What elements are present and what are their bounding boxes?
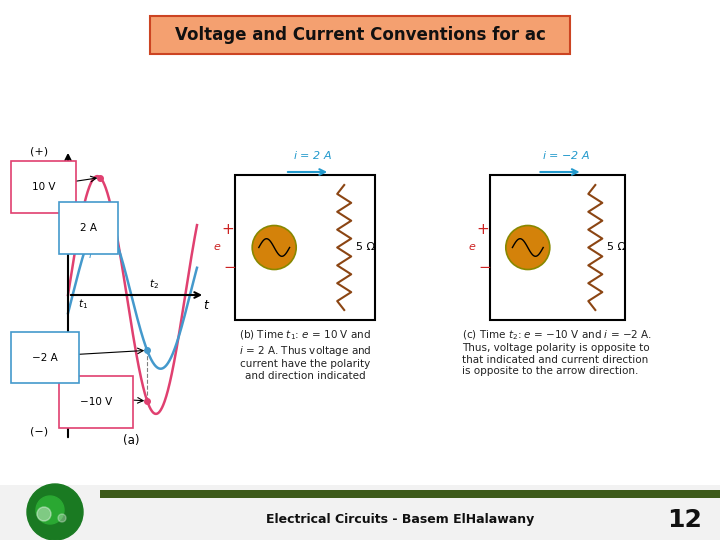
Text: $t$: $t$ [203, 299, 210, 312]
Text: −: − [478, 260, 491, 275]
Circle shape [252, 226, 296, 269]
Text: Voltage and Current Conventions for ac: Voltage and Current Conventions for ac [174, 26, 546, 44]
Text: −: − [223, 260, 235, 275]
Text: +: + [476, 222, 489, 237]
Text: (a): (a) [123, 434, 140, 447]
Circle shape [58, 514, 66, 522]
Text: −2 A: −2 A [32, 353, 58, 363]
Bar [100, 490, 720, 498]
Text: 10 V: 10 V [32, 182, 55, 192]
Text: 5 Ω: 5 Ω [356, 242, 375, 253]
Circle shape [37, 507, 51, 521]
Text: $i$ = 2 A: $i$ = 2 A [293, 149, 332, 161]
Text: $e$: $e$ [85, 212, 94, 222]
Text: 2 A: 2 A [80, 223, 97, 233]
Text: $i$: $i$ [88, 247, 93, 260]
FancyBboxPatch shape [150, 16, 570, 54]
Text: $e$: $e$ [213, 241, 221, 252]
Text: $e$: $e$ [468, 241, 477, 252]
Text: 12: 12 [667, 508, 703, 532]
Text: $t_2$: $t_2$ [149, 277, 159, 291]
Bar [490, 175, 625, 320]
Text: $t_1$: $t_1$ [78, 297, 89, 311]
Text: Electrical Circuits - Basem ElHalawany: Electrical Circuits - Basem ElHalawany [266, 514, 534, 526]
Circle shape [27, 484, 83, 540]
Text: 5 Ω: 5 Ω [607, 242, 626, 253]
Text: $i$ = −2 A: $i$ = −2 A [542, 149, 591, 161]
Text: (b) Time $t_1$: $e$ = 10 V and
$i$ = 2 A. Thus voltage and
current have the pola: (b) Time $t_1$: $e$ = 10 V and $i$ = 2 A… [238, 328, 372, 381]
Text: (c) Time $t_2$: $e$ = −10 V and $i$ = −2 A.
Thus, voltage polarity is opposite t: (c) Time $t_2$: $e$ = −10 V and $i$ = −2… [462, 328, 652, 376]
Bar [235, 175, 375, 320]
Circle shape [505, 226, 550, 269]
Text: −10 V: −10 V [80, 397, 112, 407]
Bar [0, 485, 720, 540]
Text: (−): (−) [30, 427, 48, 437]
Text: +: + [221, 222, 234, 237]
Circle shape [36, 496, 64, 524]
Text: (+): (+) [30, 147, 48, 157]
